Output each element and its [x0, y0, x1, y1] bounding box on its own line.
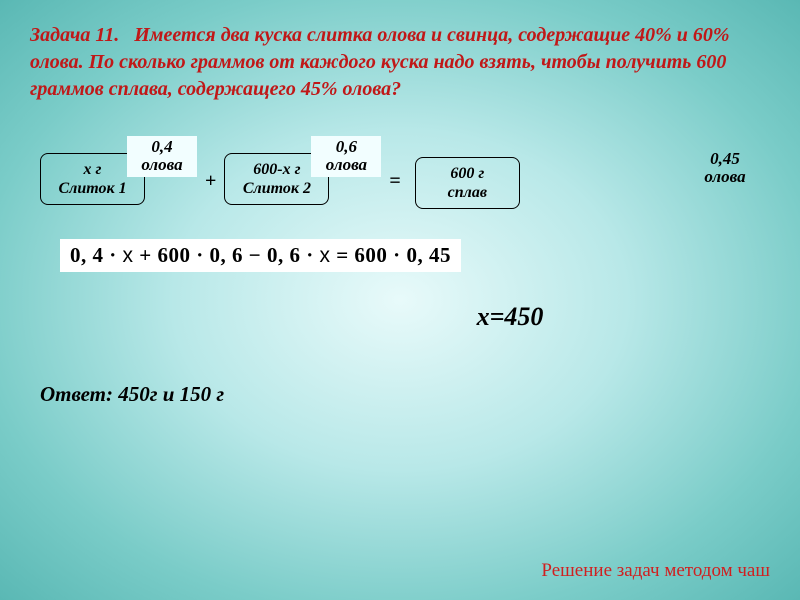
annot-3: 0,45 олова: [690, 148, 760, 189]
box-bottom: сплав: [430, 183, 505, 202]
box-splav: 600 г сплав: [415, 157, 520, 209]
annot-top: 0,45: [698, 150, 752, 169]
annot-top: 0,4: [135, 138, 189, 157]
box-bottom: Слиток 1: [55, 179, 130, 198]
problem-statement: Задача 11. Имеется два куска слитка олов…: [30, 22, 770, 103]
box-top: 600 г: [430, 164, 505, 183]
eq-x2: х: [319, 244, 330, 267]
answer-line: Ответ: 450г и 150 г: [40, 382, 770, 407]
diagram-block-2: 600-х г Слиток 2 0,6 олова: [224, 136, 381, 205]
eq-part: = 600 · 0, 45: [330, 243, 450, 267]
solution-line: х=450: [250, 302, 770, 332]
equals-operator: =: [389, 170, 400, 193]
diagram-row: х г Слиток 1 0,4 олова + 600-х г Слиток …: [30, 131, 770, 209]
annot-bottom: олова: [319, 156, 373, 175]
box-top: 600-х г: [239, 160, 314, 179]
problem-label: Задача 11.: [30, 24, 119, 46]
eq-x1: х: [123, 244, 134, 267]
method-caption: Решение задач методом чаш: [541, 560, 770, 582]
eq-part: + 600 · 0, 6 − 0, 6 ·: [134, 243, 320, 267]
annot-2: 0,6 олова: [311, 136, 381, 177]
equation-line: 0, 4 · х + 600 · 0, 6 − 0, 6 · х = 600 ·…: [60, 239, 461, 272]
annot-3-wrap: 0,45 олова: [690, 148, 760, 193]
diagram-block-3: 600 г сплав: [415, 131, 520, 209]
annot-top: 0,6: [319, 138, 373, 157]
eq-part: 0, 4 ·: [70, 243, 123, 267]
problem-text: Имеется два куска слитка олова и свинца,…: [30, 24, 730, 100]
annot-bottom: олова: [698, 168, 752, 187]
box-top: х г: [55, 160, 130, 179]
diagram-block-1: х г Слиток 1 0,4 олова: [40, 136, 197, 205]
annot-1: 0,4 олова: [127, 136, 197, 177]
plus-operator: +: [205, 170, 216, 193]
annot-bottom: олова: [135, 156, 189, 175]
box-bottom: Слиток 2: [239, 179, 314, 198]
